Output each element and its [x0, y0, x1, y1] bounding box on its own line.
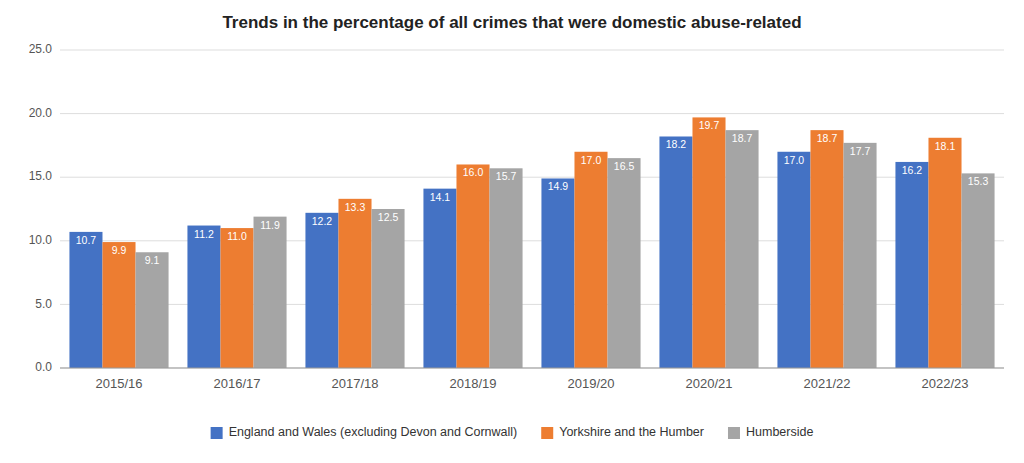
data-label: 9.9 [112, 244, 127, 256]
y-tick-label: 20.0 [29, 106, 53, 120]
y-tick-label: 10.0 [29, 233, 53, 247]
data-label: 13.3 [345, 201, 366, 213]
bars [69, 117, 994, 368]
data-label: 16.2 [902, 164, 923, 176]
grid [60, 50, 1004, 368]
data-label: 10.7 [76, 234, 97, 246]
legend-label: Humberside [746, 425, 813, 439]
legend-item: Humberside [728, 425, 813, 439]
bar [102, 242, 135, 368]
bar [338, 199, 371, 368]
grid-line [60, 113, 1004, 114]
bar [928, 138, 961, 368]
y-tick-label: 15.0 [29, 169, 53, 183]
x-tick-label: 2017/18 [332, 376, 379, 391]
x-tick-label: 2019/20 [568, 376, 615, 391]
bar [220, 228, 253, 368]
bar [187, 226, 220, 368]
data-label: 18.2 [666, 138, 687, 150]
x-tick-label: 2022/23 [922, 376, 969, 391]
data-label: 18.7 [732, 132, 753, 144]
bar [541, 178, 574, 368]
bar [608, 158, 641, 368]
legend: England and Wales (excluding Devon and C… [211, 425, 814, 439]
bar [692, 117, 725, 368]
bar [305, 213, 338, 368]
data-label: 15.7 [496, 170, 517, 182]
x-tick-label: 2016/17 [214, 376, 261, 391]
data-label: 16.0 [463, 166, 484, 178]
bar [136, 252, 169, 368]
bar [254, 217, 287, 368]
legend-swatch [541, 427, 553, 439]
data-label: 15.3 [968, 175, 989, 187]
y-tick-label: 0.0 [35, 360, 52, 374]
title: Trends in the percentage of all crimes t… [222, 13, 801, 32]
data-label: 16.5 [614, 160, 635, 172]
data-label: 14.9 [548, 180, 569, 192]
legend-label: England and Wales (excluding Devon and C… [229, 425, 518, 439]
bar [659, 136, 692, 368]
x-axis-line [60, 368, 1004, 369]
legend-item: England and Wales (excluding Devon and C… [211, 425, 518, 439]
data-label: 18.7 [817, 132, 838, 144]
data-label: 11.2 [194, 228, 214, 240]
legend-swatch [211, 427, 223, 439]
data-label: 18.1 [935, 140, 956, 152]
legend-item: Yorkshire and the Humber [541, 425, 704, 439]
legend-swatch [728, 427, 740, 439]
x-tick-label: 2020/21 [686, 376, 733, 391]
bar [844, 143, 877, 368]
bar [895, 162, 928, 368]
bar [490, 168, 523, 368]
data-label: 12.2 [312, 215, 333, 227]
chart: Trends in the percentage of all crimes t… [0, 0, 1024, 463]
bar [423, 189, 456, 368]
bar [574, 152, 607, 368]
data-label: 12.5 [378, 211, 399, 223]
x-tick-label: 2015/16 [96, 376, 143, 391]
y-tick-label: 25.0 [29, 42, 53, 56]
y-tick-label: 5.0 [35, 297, 52, 311]
grid-line [60, 368, 1004, 369]
data-label: 17.7 [850, 145, 871, 157]
data-labels: 10.7 11.2 12.2 14.1 14.9 18.2 17.0 16.2 9.9 11.0 1… [76, 119, 989, 266]
bar [372, 209, 405, 368]
bar [810, 130, 843, 368]
bar [777, 152, 810, 368]
data-label: 19.7 [699, 119, 720, 131]
data-label: 11.0 [227, 230, 247, 242]
x-tick-label: 2021/22 [804, 376, 851, 391]
data-label: 14.1 [430, 191, 451, 203]
bar [962, 173, 995, 368]
bar [69, 232, 102, 368]
bar [726, 130, 759, 368]
data-label: 17.0 [784, 154, 805, 166]
data-label: 17.0 [581, 154, 602, 166]
bar [456, 164, 489, 368]
data-label: 9.1 [145, 254, 160, 266]
legend-label: Yorkshire and the Humber [559, 425, 704, 439]
data-label: 11.9 [260, 219, 280, 231]
x-tick-label: 2018/19 [450, 376, 497, 391]
grid-line [60, 50, 1004, 51]
